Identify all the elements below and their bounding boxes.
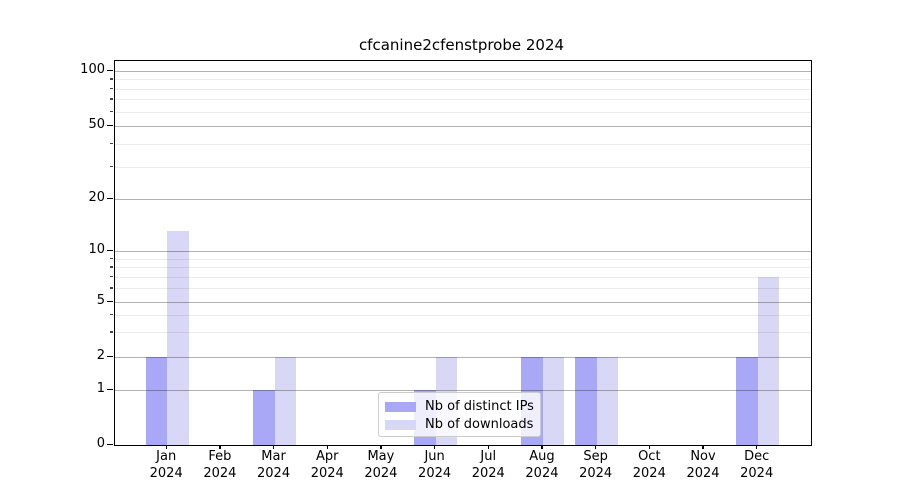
- x-tick-mar: [272, 444, 275, 450]
- y-minor-tick-90: [109, 78, 113, 80]
- minor-gridline-80: [114, 88, 811, 90]
- x-tick-label-oct: Oct 2024: [632, 449, 666, 481]
- y-minor-tick-60: [109, 110, 113, 112]
- minor-gridline-6: [114, 288, 811, 290]
- legend-label-distinct-ips: Nb of distinct IPs: [425, 399, 534, 414]
- y-tick-label-0: 0: [96, 435, 105, 451]
- y-minor-tick-7: [109, 275, 113, 278]
- bar-ips-jan: [145, 357, 168, 445]
- major-gridline-1: [114, 389, 811, 391]
- y-minor-tick-8: [109, 266, 113, 268]
- major-gridline-10: [114, 251, 811, 252]
- y-tick-2: [107, 356, 113, 358]
- bar-ips-dec: [736, 357, 758, 445]
- minor-gridline-3: [114, 332, 811, 334]
- bar-downloads-dec: [757, 277, 780, 445]
- x-tick-label-mar: Mar 2024: [257, 449, 291, 481]
- plot-area: [113, 60, 812, 446]
- x-tick-dec: [756, 444, 758, 450]
- bar-downloads-jan: [167, 231, 189, 445]
- y-tick-label-50: 50: [88, 117, 105, 132]
- x-tick-label-nov: Nov 2024: [686, 449, 720, 481]
- x-tick-label-feb: Feb 2024: [203, 449, 237, 481]
- minor-gridline-40: [114, 143, 811, 145]
- x-tick-sep: [594, 444, 597, 450]
- bar-ips-mar: [253, 389, 275, 445]
- minor-gridline-9: [114, 258, 811, 260]
- x-tick-label-jun: Jun 2024: [418, 449, 452, 481]
- y-tick-50: [107, 125, 113, 127]
- bar-ips-sep: [575, 357, 597, 445]
- minor-gridline-60: [114, 111, 811, 113]
- legend-swatch-distinct-ips: [385, 402, 416, 412]
- y-tick-100: [107, 70, 113, 72]
- y-minor-tick-9: [109, 257, 113, 259]
- major-gridline-100: [114, 71, 811, 72]
- legend-row-downloads: Nb of downloads: [385, 416, 534, 434]
- minor-gridline-4: [114, 315, 811, 317]
- y-tick-label-5: 5: [96, 292, 105, 308]
- x-tick-may: [380, 444, 382, 450]
- y-tick-label-10: 10: [88, 242, 105, 257]
- major-gridline-20: [114, 199, 811, 200]
- major-gridline-50: [114, 126, 811, 127]
- legend-swatch-downloads: [385, 420, 416, 430]
- major-gridline-5: [114, 301, 811, 303]
- x-tick-aug: [541, 444, 543, 450]
- chart-title: cfcanine2cfenstprobe 2024: [358, 36, 565, 54]
- bar-downloads-aug: [542, 357, 565, 445]
- y-tick-5: [107, 300, 113, 302]
- x-tick-feb: [219, 444, 221, 450]
- minor-gridline-30: [114, 166, 811, 168]
- y-minor-tick-80: [109, 87, 113, 89]
- y-tick-label-1: 1: [96, 380, 105, 396]
- y-minor-tick-3: [109, 331, 113, 333]
- minor-gridline-90: [114, 79, 811, 81]
- legend-row-distinct-ips: Nb of distinct IPs: [385, 398, 534, 416]
- y-minor-tick-70: [109, 98, 113, 100]
- x-tick-label-dec: Dec 2024: [740, 449, 774, 481]
- legend: Nb of distinct IPs Nb of downloads: [378, 392, 541, 437]
- minor-gridline-7: [114, 276, 811, 278]
- y-minor-tick-40: [109, 142, 113, 145]
- bar-downloads-sep: [596, 357, 619, 445]
- bar-downloads-mar: [274, 357, 297, 445]
- x-tick-apr: [326, 444, 328, 450]
- minor-gridline-8: [114, 267, 811, 269]
- y-tick-20: [107, 198, 113, 200]
- y-tick-1: [107, 388, 113, 390]
- x-tick-label-jan: Jan 2024: [149, 449, 183, 481]
- x-tick-oct: [648, 444, 650, 450]
- y-tick-label-20: 20: [88, 190, 105, 205]
- y-tick-label-2: 2: [96, 348, 105, 363]
- y-minor-tick-4: [109, 314, 113, 316]
- x-tick-label-may: May 2024: [364, 449, 398, 481]
- y-minor-tick-30: [109, 165, 113, 167]
- y-tick-10: [107, 250, 113, 252]
- x-tick-label-jul: Jul 2024: [471, 449, 505, 481]
- minor-gridline-70: [114, 99, 811, 101]
- x-tick-jul: [487, 444, 489, 450]
- x-tick-label-sep: Sep 2024: [579, 449, 613, 481]
- major-gridline-2: [114, 357, 811, 358]
- x-tick-label-aug: Aug 2024: [525, 449, 559, 481]
- legend-label-downloads: Nb of downloads: [425, 417, 534, 432]
- y-tick-0: [107, 443, 113, 445]
- x-tick-label-apr: Apr 2024: [310, 449, 344, 481]
- x-tick-jan: [165, 444, 167, 450]
- x-tick-jun: [433, 444, 436, 450]
- x-tick-nov: [702, 444, 704, 450]
- y-minor-tick-6: [109, 287, 113, 289]
- y-tick-label-100: 100: [80, 62, 105, 77]
